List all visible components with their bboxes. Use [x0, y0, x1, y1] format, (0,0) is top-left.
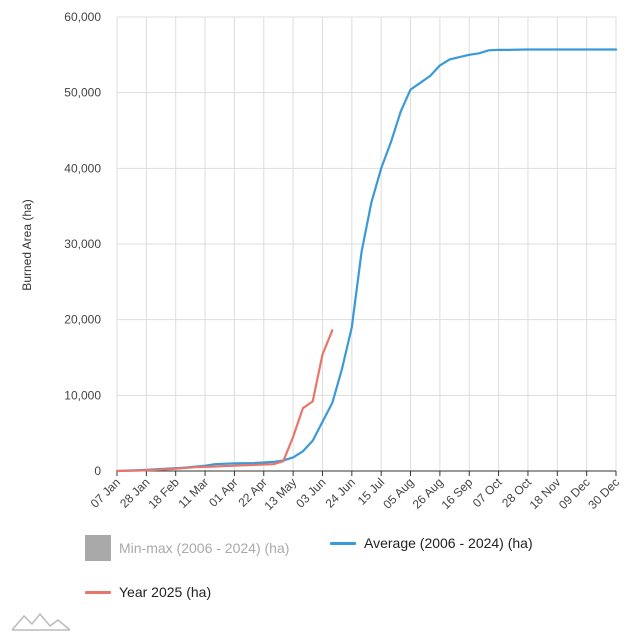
- y-tick-label: 10,000: [64, 388, 101, 402]
- legend-label-minmax: Min-max (2006 - 2024) (ha): [119, 540, 290, 556]
- tick-labels: 0 10,000 20,000 30,000 40,000 50,000 60,000 07 …: [64, 10, 622, 513]
- legend-swatch-average: [330, 541, 356, 545]
- y-tick-label: 40,000: [64, 161, 101, 175]
- legend-swatch-year: [85, 590, 111, 594]
- x-tick-label: 18 Feb: [146, 475, 183, 512]
- x-tick-label: 07 Jan: [88, 475, 123, 510]
- y-tick-label: 50,000: [64, 86, 101, 100]
- x-tick-label: 24 Jun: [323, 475, 358, 510]
- x-tick-label: 16 Sep: [439, 475, 476, 512]
- x-tick-label: 13 May: [262, 475, 300, 513]
- y-tick-label: 30,000: [64, 237, 101, 251]
- legend-item-minmax[interactable]: Min-max (2006 - 2024) (ha): [85, 535, 289, 561]
- y-tick-label: 60,000: [64, 10, 101, 24]
- x-tick-label: 28 Jan: [117, 475, 152, 510]
- x-tick-label: 26 Aug: [410, 475, 446, 511]
- x-tick-label: 05 Aug: [380, 475, 416, 511]
- series-layer: [115, 48, 618, 473]
- logo-icon: [11, 612, 71, 631]
- grid: [116, 16, 617, 471]
- y-tick-label: 20,000: [64, 313, 101, 327]
- x-tick-label: 30 Dec: [585, 475, 622, 512]
- legend-item-year[interactable]: Year 2025 (ha): [85, 584, 211, 600]
- legend-swatch-minmax: [85, 535, 111, 561]
- y-tick-label: 0: [94, 464, 101, 478]
- legend-label-year: Year 2025 (ha): [119, 584, 212, 600]
- x-tick-label: 07 Oct: [470, 475, 505, 510]
- series-year-2025-line[interactable]: [115, 329, 334, 473]
- legend-item-average[interactable]: Average (2006 - 2024) (ha): [330, 535, 533, 551]
- axes: [116, 17, 617, 476]
- y-axis-label: Burned Area (ha): [20, 199, 34, 290]
- x-tick-label: 18 Nov: [527, 475, 564, 512]
- legend-label-average: Average (2006 - 2024) (ha): [364, 535, 533, 551]
- x-tick-label: 01 Apr: [206, 475, 240, 509]
- x-tick-label: 03 Jun: [293, 475, 328, 510]
- x-tick-label: 09 Dec: [556, 475, 593, 512]
- series-average-line[interactable]: [115, 48, 618, 473]
- x-tick-label: 11 Mar: [175, 475, 211, 511]
